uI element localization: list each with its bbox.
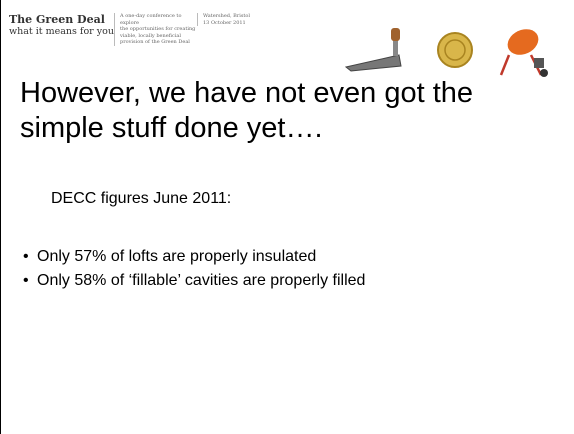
venue: Watershed, Bristol 13 October 2011 — [197, 13, 263, 27]
conference-description: A one-day conference to explore the oppo… — [114, 13, 198, 46]
seal-inner — [444, 39, 466, 61]
trowel-handle — [393, 38, 398, 56]
text-line: Watershed, Bristol — [203, 13, 251, 19]
bullet-list: Only 57% of lofts are properly insulated… — [23, 245, 365, 293]
mixer-leg — [499, 54, 511, 76]
brand-tagline: what it means for you — [9, 26, 114, 37]
text-line: provision of the Green Deal — [120, 39, 190, 46]
subtitle: DECC figures June 2011: — [51, 190, 232, 207]
slide-title: However, we have not even got the simple… — [20, 77, 474, 144]
text-line: viable, locally beneficial — [120, 32, 181, 39]
mixer-motor — [534, 58, 544, 68]
bullet: Only 58% of ‘fillable’ cavities are prop… — [23, 269, 365, 293]
text-line: the opportunities for creating — [120, 26, 196, 33]
brand: The Green Deal what it means for you — [9, 14, 114, 38]
trowel-grip — [391, 28, 400, 41]
mixer-drum — [507, 29, 539, 55]
header-icons — [344, 28, 548, 77]
seal-icon — [437, 32, 473, 68]
text-line: 13 October 2011 — [203, 19, 246, 26]
bullet: Only 57% of lofts are properly insulated — [23, 245, 365, 269]
mixer-wheel — [540, 69, 548, 77]
brand-title: The Green Deal — [9, 13, 105, 26]
trowel-icon — [344, 54, 402, 72]
text-line: A one-day conference to explore — [120, 13, 182, 26]
